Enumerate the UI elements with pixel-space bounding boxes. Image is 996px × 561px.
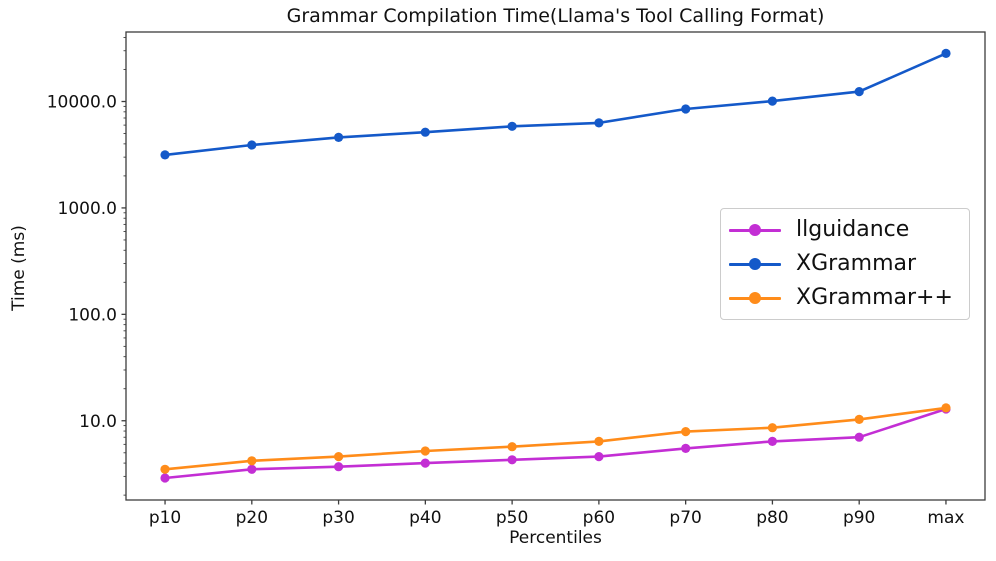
x-tick-label: p50 — [496, 508, 528, 528]
y-tick-label: 1000.0 — [58, 199, 117, 219]
legend-dot-icon — [749, 224, 761, 236]
series-point-XGrammar-p70 — [681, 104, 691, 114]
series-point-llguidance-p20 — [247, 464, 257, 474]
series-point-XGrammar++-p50 — [507, 442, 517, 452]
legend-dot-icon — [749, 258, 761, 270]
series-point-XGrammar-p50 — [507, 121, 517, 131]
x-tick-label: p20 — [236, 508, 268, 528]
series-point-XGrammar++-max — [941, 403, 951, 413]
legend-label-llguidance: llguidance — [796, 217, 910, 242]
series-point-XGrammar-p40 — [420, 127, 430, 137]
legend-marker-xgrammar — [729, 257, 781, 271]
x-tick-label: p60 — [583, 508, 615, 528]
x-tick-label: p90 — [843, 508, 875, 528]
legend-dot-icon — [749, 292, 761, 304]
series-point-llguidance-p10 — [160, 473, 170, 483]
series-point-llguidance-p60 — [594, 452, 604, 462]
legend: llguidance XGrammar XGrammar++ — [720, 208, 970, 320]
chart-title: Grammar Compilation Time(Llama's Tool Ca… — [286, 5, 825, 27]
series-line-llguidance — [164, 407, 947, 480]
legend-item-xgrammar: XGrammar — [729, 247, 961, 281]
legend-marker-xgrammar-pp — [729, 291, 781, 305]
x-tick-label: max — [927, 508, 964, 528]
series-point-XGrammar-max — [941, 48, 951, 59]
y-tick-label: 100.0 — [68, 305, 117, 325]
series-point-XGrammar-p90 — [854, 87, 864, 97]
x-tick-label: p30 — [322, 508, 354, 528]
x-tick-label: p10 — [149, 508, 181, 528]
x-tick-label: p80 — [756, 508, 788, 528]
series-point-XGrammar++-p10 — [160, 464, 170, 474]
series-point-XGrammar-p10 — [160, 150, 170, 160]
series-point-XGrammar-p30 — [334, 132, 344, 142]
series-point-XGrammar-p80 — [767, 96, 778, 106]
series-point-llguidance-p90 — [854, 432, 864, 442]
series-point-llguidance-p70 — [681, 443, 691, 453]
series-point-XGrammar-p20 — [247, 140, 257, 150]
y-tick-label: 10.0 — [79, 412, 117, 432]
series-point-XGrammar++-p80 — [767, 423, 778, 433]
series-line-XGrammar — [164, 52, 947, 157]
series-point-llguidance-p30 — [334, 462, 344, 472]
series-point-XGrammar++-p90 — [854, 414, 864, 424]
legend-marker-llguidance — [729, 223, 781, 237]
series-point-llguidance-p80 — [767, 436, 778, 446]
series-point-XGrammar++-p70 — [681, 427, 691, 437]
series-point-XGrammar++-p60 — [594, 436, 604, 446]
x-axis-label: Percentiles — [509, 528, 602, 548]
legend-item-xgrammar-pp: XGrammar++ — [729, 281, 961, 315]
series-point-XGrammar-p60 — [594, 118, 604, 128]
x-tick-label: p40 — [409, 508, 441, 528]
series-point-llguidance-p40 — [420, 458, 430, 468]
series-point-llguidance-p50 — [507, 455, 517, 465]
series-point-XGrammar++-p40 — [420, 446, 430, 456]
series-point-XGrammar++-p30 — [334, 452, 344, 462]
legend-label-xgrammar-pp: XGrammar++ — [796, 285, 953, 310]
legend-label-xgrammar: XGrammar — [796, 251, 917, 276]
series-line-XGrammar++ — [164, 406, 947, 471]
y-tick-label: 10000.0 — [47, 93, 117, 113]
x-tick-label: p70 — [669, 508, 701, 528]
legend-item-llguidance: llguidance — [729, 213, 961, 247]
series-point-XGrammar++-p20 — [247, 456, 257, 466]
